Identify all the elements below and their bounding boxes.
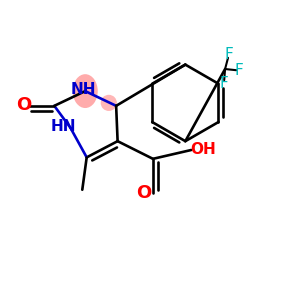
Text: F: F <box>219 76 228 91</box>
Text: HN: HN <box>50 119 76 134</box>
Text: NH: NH <box>71 82 97 97</box>
Text: F: F <box>235 63 244 78</box>
Text: O: O <box>136 184 152 202</box>
Text: F: F <box>224 47 233 62</box>
Ellipse shape <box>73 74 98 108</box>
Ellipse shape <box>101 95 117 111</box>
Text: O: O <box>16 96 32 114</box>
Text: OH: OH <box>191 142 217 157</box>
